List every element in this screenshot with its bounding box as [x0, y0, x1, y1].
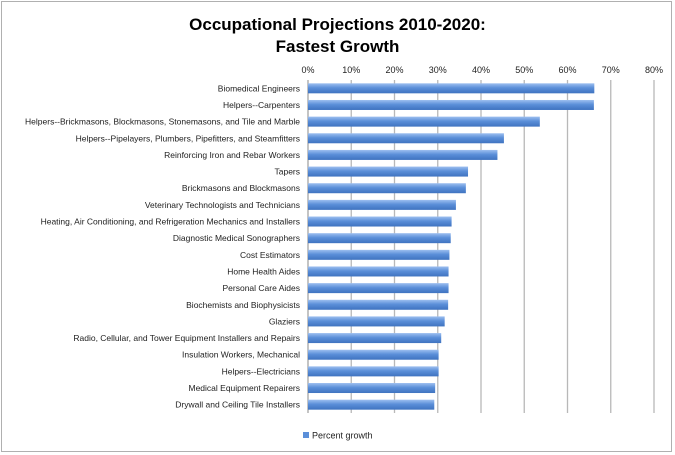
- bar: [308, 349, 439, 360]
- x-tick-label: 70%: [602, 65, 620, 75]
- chart-title-line-1: Occupational Projections 2010-2020:: [189, 15, 486, 34]
- category-label: Helpers--Brickmasons, Blockmasons, Stone…: [25, 117, 300, 127]
- category-label: Biomedical Engineers: [218, 83, 300, 93]
- bar: [308, 183, 466, 194]
- bar: [308, 299, 449, 310]
- x-tick-label: 80%: [645, 65, 663, 75]
- x-tick-label: 40%: [472, 65, 490, 75]
- category-label: Insulation Workers, Mechanical: [182, 350, 300, 360]
- bar: [308, 199, 456, 210]
- chart-title: Occupational Projections 2010-2020: Fast…: [0, 14, 675, 58]
- category-label: Helpers--Electricians: [222, 366, 300, 376]
- category-label: Helpers--Pipelayers, Plumbers, Pipefitte…: [76, 133, 300, 143]
- category-label: Veterinary Technologists and Technicians: [145, 200, 300, 210]
- category-label: Helpers--Carpenters: [223, 100, 300, 110]
- bar: [308, 99, 594, 110]
- bar: [308, 216, 452, 227]
- legend-swatch: [303, 432, 309, 438]
- x-tick-label: 60%: [558, 65, 576, 75]
- bar: [308, 133, 504, 144]
- bar: [308, 266, 449, 277]
- bar: [308, 333, 442, 344]
- chart-title-line-2: Fastest Growth: [275, 37, 400, 56]
- bar: [308, 283, 449, 294]
- category-label: Heating, Air Conditioning, and Refrigera…: [41, 217, 300, 227]
- bar: [308, 166, 469, 177]
- bar: [308, 83, 595, 94]
- bar: [308, 116, 540, 127]
- category-label: Radio, Cellular, and Tower Equipment Ins…: [73, 333, 300, 343]
- category-label: Medical Equipment Repairers: [189, 383, 301, 393]
- bar: [308, 383, 436, 394]
- bar: [308, 399, 435, 410]
- x-tick-label: 10%: [342, 65, 360, 75]
- category-label: Biochemists and Biophysicists: [186, 300, 300, 310]
- category-label: Brickmasons and Blockmasons: [182, 183, 300, 193]
- x-tick-label: 0%: [301, 65, 314, 75]
- bar: [308, 249, 450, 260]
- x-tick-label: 30%: [429, 65, 447, 75]
- bar: [308, 149, 498, 160]
- category-label: Personal Care Aides: [223, 283, 301, 293]
- bar: [308, 233, 451, 244]
- category-label: Diagnostic Medical Sonographers: [173, 233, 300, 243]
- x-tick-label: 20%: [385, 65, 403, 75]
- legend-label: Percent growth: [312, 431, 373, 441]
- bar: [308, 366, 439, 377]
- bar: [308, 316, 445, 327]
- category-label: Tapers: [274, 167, 300, 177]
- category-label: Home Health Aides: [227, 266, 300, 276]
- category-label: Cost Estimators: [240, 250, 300, 260]
- x-tick-label: 50%: [515, 65, 533, 75]
- category-label: Glaziers: [269, 316, 300, 326]
- category-label: Drywall and Ceiling Tile Installers: [175, 400, 300, 410]
- category-label: Reinforcing Iron and Rebar Workers: [164, 150, 300, 160]
